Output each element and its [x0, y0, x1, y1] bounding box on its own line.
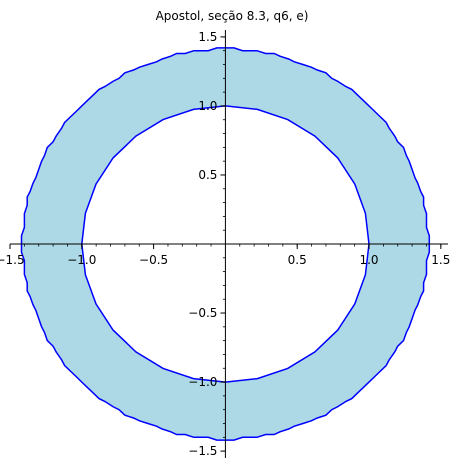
y-tick-label: −1.5 [188, 444, 217, 458]
y-tick-label: 1.0 [198, 99, 217, 113]
x-tick-label: 1.0 [359, 253, 378, 267]
x-tick-label: −1.0 [67, 253, 96, 267]
inner-boundary [81, 105, 370, 383]
x-tick-label: 1.5 [431, 253, 450, 267]
x-tick-label: −0.5 [139, 253, 168, 267]
y-tick-label: −0.5 [188, 306, 217, 320]
chart-title: Apostol, seção 8.3, q6, e) [156, 9, 309, 23]
plot-area: −1.5 −1.0 −0.5 0.5 1.0 1.5 −1.5 −1.0 −0.5 0.5 1.0 1… [0, 30, 450, 458]
annulus-fill [21, 47, 430, 441]
x-tick-label: 0.5 [288, 253, 307, 267]
x-tick-label: −1.5 [0, 253, 25, 267]
y-tick-label: 1.5 [198, 30, 217, 44]
y-tick-label: 0.5 [198, 168, 217, 182]
y-tick-label: −1.0 [188, 375, 217, 389]
